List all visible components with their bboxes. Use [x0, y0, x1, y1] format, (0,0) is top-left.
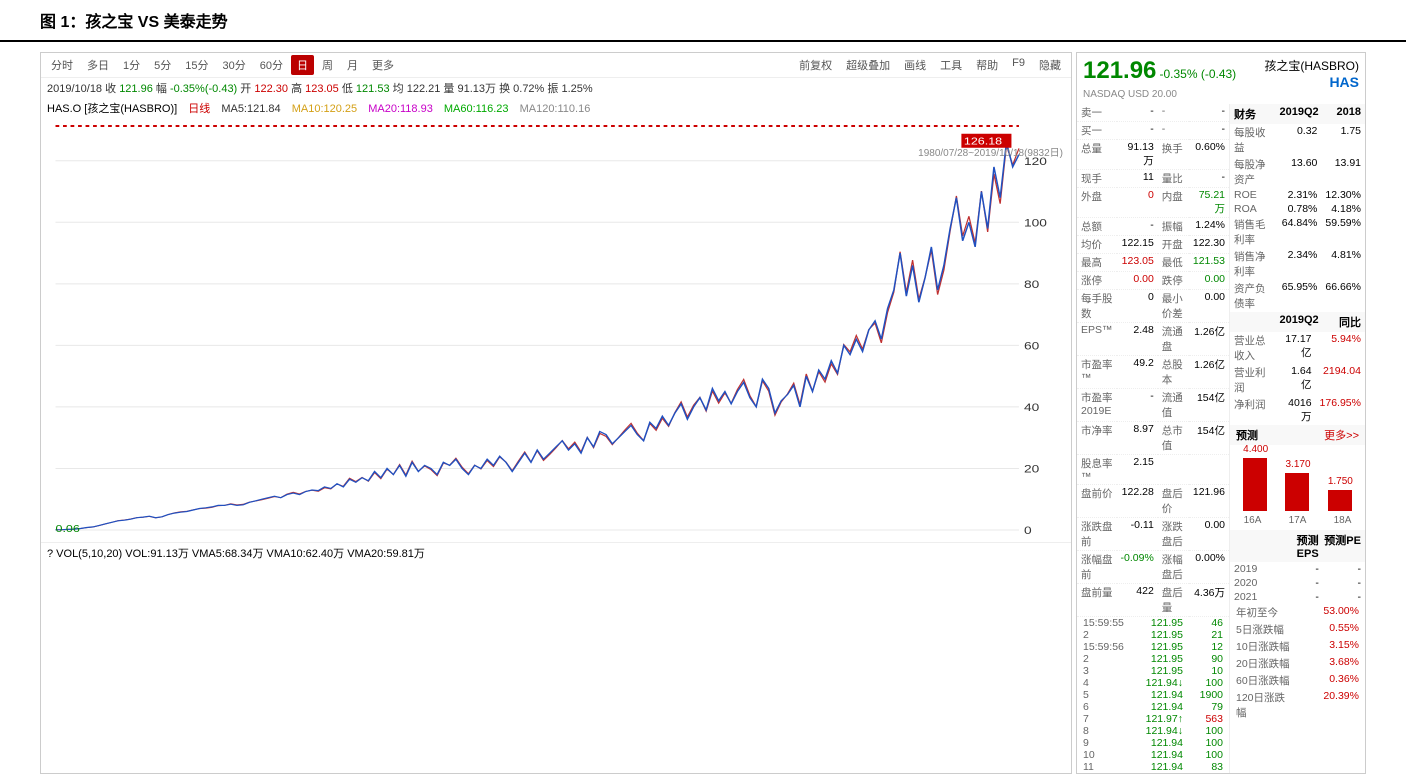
date-range-label: 1980/07/28~2019/10/18(9832日): [918, 144, 1063, 159]
forecast-x-labels: 16A17A18A: [1230, 515, 1365, 530]
quote-info-line: 2019/10/18 收 121.96 幅 -0.35%(-0.43) 开 12…: [41, 78, 1071, 98]
period-15分[interactable]: 15分: [179, 55, 214, 75]
forecast-bar: 4.400: [1243, 458, 1267, 511]
financials-header: 财务2019Q22018: [1230, 104, 1365, 124]
tool-工具[interactable]: 工具: [934, 55, 968, 75]
tick-table: 15:59:55121.95462121.952115:59:56121.951…: [1077, 617, 1229, 773]
period-30分[interactable]: 30分: [217, 55, 252, 75]
period-日[interactable]: 日: [291, 55, 314, 75]
stock-name: 孩之宝(HASBRO) HAS: [1264, 57, 1359, 90]
svg-text:60: 60: [1024, 340, 1039, 352]
figure-title: 图 1：孩之宝 VS 美泰走势: [0, 0, 1406, 42]
period-toolbar: 分时多日1分5分15分30分60分日周月更多 前复权超级叠加画线工具帮助F9隐藏: [41, 53, 1071, 78]
tick-row: 5121.941900: [1077, 689, 1229, 701]
chart-panel: 分时多日1分5分15分30分60分日周月更多前复权超级叠加画线工具帮助F9隐藏 …: [40, 52, 1072, 774]
ma-line: HAS.O [孩之宝(HASBRO)] 日线 MA5:121.84 MA10:1…: [41, 98, 1071, 118]
last-price: 121.96: [1083, 57, 1156, 84]
tick-row: 15:59:56121.9512: [1077, 641, 1229, 653]
tool-F9[interactable]: F9: [1006, 55, 1031, 75]
growth-header: 2019Q2同比: [1230, 312, 1365, 332]
tick-row: 11121.9483: [1077, 761, 1229, 773]
svg-text:0.06: 0.06: [56, 524, 80, 535]
tool-画线[interactable]: 画线: [898, 55, 932, 75]
main-container: 分时多日1分5分15分30分60分日周月更多前复权超级叠加画线工具帮助F9隐藏 …: [0, 42, 1406, 774]
quote-sidebar: 121.96 -0.35% (-0.43) 孩之宝(HASBRO) HAS NA…: [1076, 52, 1366, 774]
period-1分[interactable]: 1分: [117, 55, 146, 75]
price-chart[interactable]: 1980/07/28~2019/10/18(9832日) 0 20 40 60 80 10…: [43, 120, 1069, 540]
period-多日[interactable]: 多日: [81, 55, 115, 75]
svg-text:80: 80: [1024, 278, 1039, 290]
forecast-bars: 4.400 3.170 1.750: [1230, 445, 1365, 515]
tool-隐藏[interactable]: 隐藏: [1033, 55, 1067, 75]
tool-帮助[interactable]: 帮助: [970, 55, 1004, 75]
period-分时[interactable]: 分时: [45, 55, 79, 75]
tick-row: 15:59:55121.9546: [1077, 617, 1229, 629]
tick-row: 4121.94↓100: [1077, 677, 1229, 689]
performance-grid: 年初至今53.00%5日涨跌幅0.55%10日涨跌幅3.15%20日涨跌幅3.6…: [1230, 604, 1365, 721]
svg-text:20: 20: [1024, 463, 1039, 475]
forecast-header: 预测 更多>>: [1230, 425, 1365, 445]
tick-row: 2121.9590: [1077, 653, 1229, 665]
quote-grid: 卖一---买一---总量91.13万换手0.60%现手11量比-外盘0内盘75.…: [1077, 104, 1229, 617]
eps-forecast-grid: 2019--2020--2021--: [1230, 562, 1365, 604]
period-60分[interactable]: 60分: [254, 55, 289, 75]
more-link[interactable]: 更多>>: [1324, 427, 1359, 443]
tick-row: 7121.97↑563: [1077, 713, 1229, 725]
tick-row: 3121.9510: [1077, 665, 1229, 677]
exchange-info: NASDAQ USD 20.00: [1077, 89, 1365, 104]
period-5分[interactable]: 5分: [148, 55, 177, 75]
period-更多[interactable]: 更多: [366, 55, 400, 75]
svg-text:40: 40: [1024, 401, 1039, 413]
period-月[interactable]: 月: [341, 55, 364, 75]
period-周[interactable]: 周: [316, 55, 339, 75]
tool-超级叠加[interactable]: 超级叠加: [840, 55, 896, 75]
tick-row: 9121.94100: [1077, 737, 1229, 749]
volume-line: ? VOL(5,10,20) VOL:91.13万 VMA5:68.34万 VM…: [41, 542, 1071, 563]
svg-text:0: 0: [1024, 524, 1032, 536]
tick-row: 8121.94↓100: [1077, 725, 1229, 737]
tool-前复权[interactable]: 前复权: [793, 55, 838, 75]
price-change: -0.35% (-0.43): [1159, 67, 1236, 81]
eps-forecast-header: 预测EPS预测PE: [1230, 530, 1365, 562]
growth-grid: 营业总收入17.17亿5.94%营业利润1.64亿2194.04净利润4016万…: [1230, 332, 1365, 425]
forecast-bar: 3.170: [1285, 473, 1309, 511]
tick-row: 6121.9479: [1077, 701, 1229, 713]
tick-row: 10121.94100: [1077, 749, 1229, 761]
price-header: 121.96 -0.35% (-0.43) 孩之宝(HASBRO) HAS: [1077, 53, 1365, 89]
financials-grid: 每股收益0.321.75每股净资产13.6013.91ROE2.31%12.30…: [1230, 124, 1365, 312]
forecast-bar: 1.750: [1328, 490, 1352, 511]
tick-row: 2121.9521: [1077, 629, 1229, 641]
svg-text:100: 100: [1024, 217, 1047, 229]
